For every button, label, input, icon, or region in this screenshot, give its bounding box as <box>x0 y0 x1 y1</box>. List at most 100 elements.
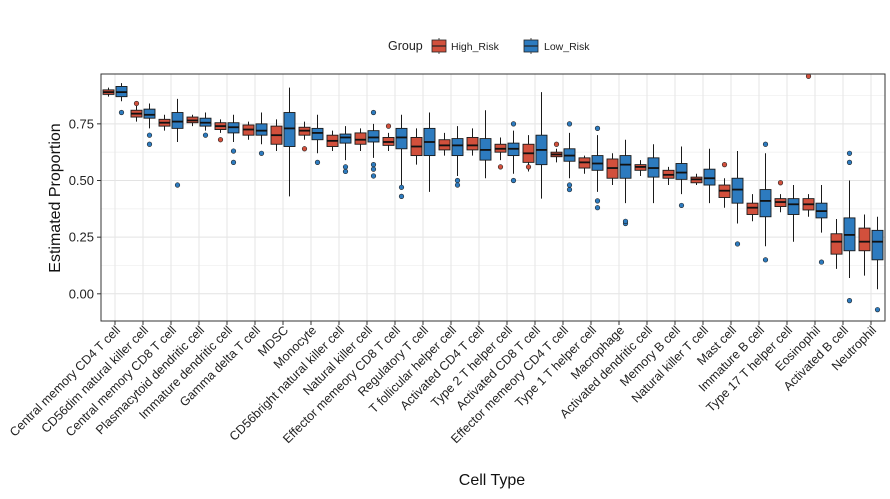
box-low-risk <box>311 114 324 165</box>
box-series <box>102 73 884 313</box>
legend-title: Group <box>388 39 423 53</box>
iqr-box <box>871 229 884 261</box>
iqr-box <box>858 227 871 252</box>
outlier-point <box>594 125 601 131</box>
box-high-risk <box>802 73 815 217</box>
box-low-risk <box>199 112 212 138</box>
iqr-box <box>731 177 744 204</box>
box-high-risk <box>410 128 423 165</box>
outlier-point <box>594 198 601 204</box>
box-low-risk <box>227 114 240 165</box>
box-low-risk <box>115 83 128 116</box>
outlier-point <box>314 159 321 165</box>
box-low-risk <box>563 121 576 193</box>
box-low-risk <box>339 126 352 175</box>
box-low-risk <box>731 151 744 247</box>
box-high-risk <box>578 155 591 174</box>
box-high-risk <box>522 135 535 172</box>
outlier-point <box>777 180 784 186</box>
box-low-risk <box>395 114 408 199</box>
box-high-risk <box>858 214 871 276</box>
box-low-risk <box>843 150 856 304</box>
outlier-point <box>525 164 532 170</box>
outlier-point <box>133 100 140 107</box>
box-low-risk <box>815 185 828 265</box>
box-high-risk <box>774 180 787 213</box>
iqr-box <box>255 123 268 136</box>
iqr-box <box>354 132 367 145</box>
iqr-box <box>311 127 324 141</box>
iqr-box <box>675 163 688 180</box>
iqr-box <box>759 189 772 218</box>
outlier-point <box>566 186 573 193</box>
box-low-risk <box>423 112 436 192</box>
iqr-box <box>830 233 843 255</box>
box-low-risk <box>703 148 716 204</box>
box-high-risk <box>326 130 339 152</box>
plot-panel-border <box>100 73 886 322</box>
iqr-box <box>619 155 632 179</box>
box-high-risk <box>298 121 311 152</box>
box-low-risk <box>871 216 884 313</box>
box-low-risk <box>283 87 296 197</box>
outlier-point <box>146 132 153 138</box>
box-low-risk <box>451 126 464 188</box>
iqr-box <box>466 136 479 151</box>
box-high-risk <box>466 128 479 156</box>
outlier-point <box>398 184 405 190</box>
box-high-risk <box>102 87 115 97</box>
outlier-point <box>566 121 573 127</box>
plot-panel <box>100 73 886 322</box>
box-high-risk <box>214 119 227 143</box>
x-tick-label: CD56dim natural killer cell <box>39 323 152 436</box>
box-high-risk <box>186 114 199 127</box>
outlier-point <box>553 141 560 147</box>
box-high-risk <box>242 121 255 140</box>
outlier-point <box>217 137 224 143</box>
box-high-risk <box>634 160 647 176</box>
outlier-point <box>398 193 405 199</box>
outlier-point <box>146 141 153 147</box>
outlier-point <box>721 162 728 168</box>
box-high-risk <box>382 123 395 152</box>
iqr-box <box>787 198 800 215</box>
outlier-point <box>370 109 377 116</box>
box-high-risk <box>662 166 675 186</box>
y-axis: 0.00 0.25 0.50 0.75 <box>69 116 101 301</box>
outlier-point <box>846 150 853 156</box>
outlier-point <box>258 150 265 156</box>
outlier-point <box>566 182 573 188</box>
outlier-point <box>342 168 349 175</box>
outlier-point <box>762 257 769 263</box>
box-high-risk <box>830 219 843 269</box>
iqr-box <box>451 138 464 157</box>
box-high-risk <box>130 100 143 122</box>
x-tick-label: Central memory CD8 T cell <box>63 323 179 439</box>
legend-label-high-risk: High_Risk <box>451 41 500 53</box>
outlier-point <box>846 159 853 165</box>
outlier-point <box>846 298 853 304</box>
outlier-point <box>874 307 881 313</box>
box-low-risk <box>143 103 156 147</box>
box-low-risk <box>367 109 380 179</box>
outlier-point <box>510 177 517 184</box>
box-high-risk <box>354 128 367 152</box>
outlier-point <box>370 162 377 168</box>
iqr-box <box>703 168 716 186</box>
outlier-point <box>734 241 741 247</box>
outlier-point <box>202 132 209 138</box>
outlier-point <box>342 164 349 170</box>
box-low-risk <box>535 92 548 199</box>
iqr-box <box>171 112 184 129</box>
outlier-point <box>230 148 237 154</box>
outlier-point <box>370 173 377 179</box>
outlier-point <box>174 182 181 188</box>
box-low-risk <box>787 185 800 242</box>
box-low-risk <box>647 144 660 204</box>
box-low-risk <box>759 141 772 263</box>
box-high-risk <box>690 173 703 186</box>
box-high-risk <box>494 137 507 170</box>
box-low-risk <box>255 112 268 156</box>
